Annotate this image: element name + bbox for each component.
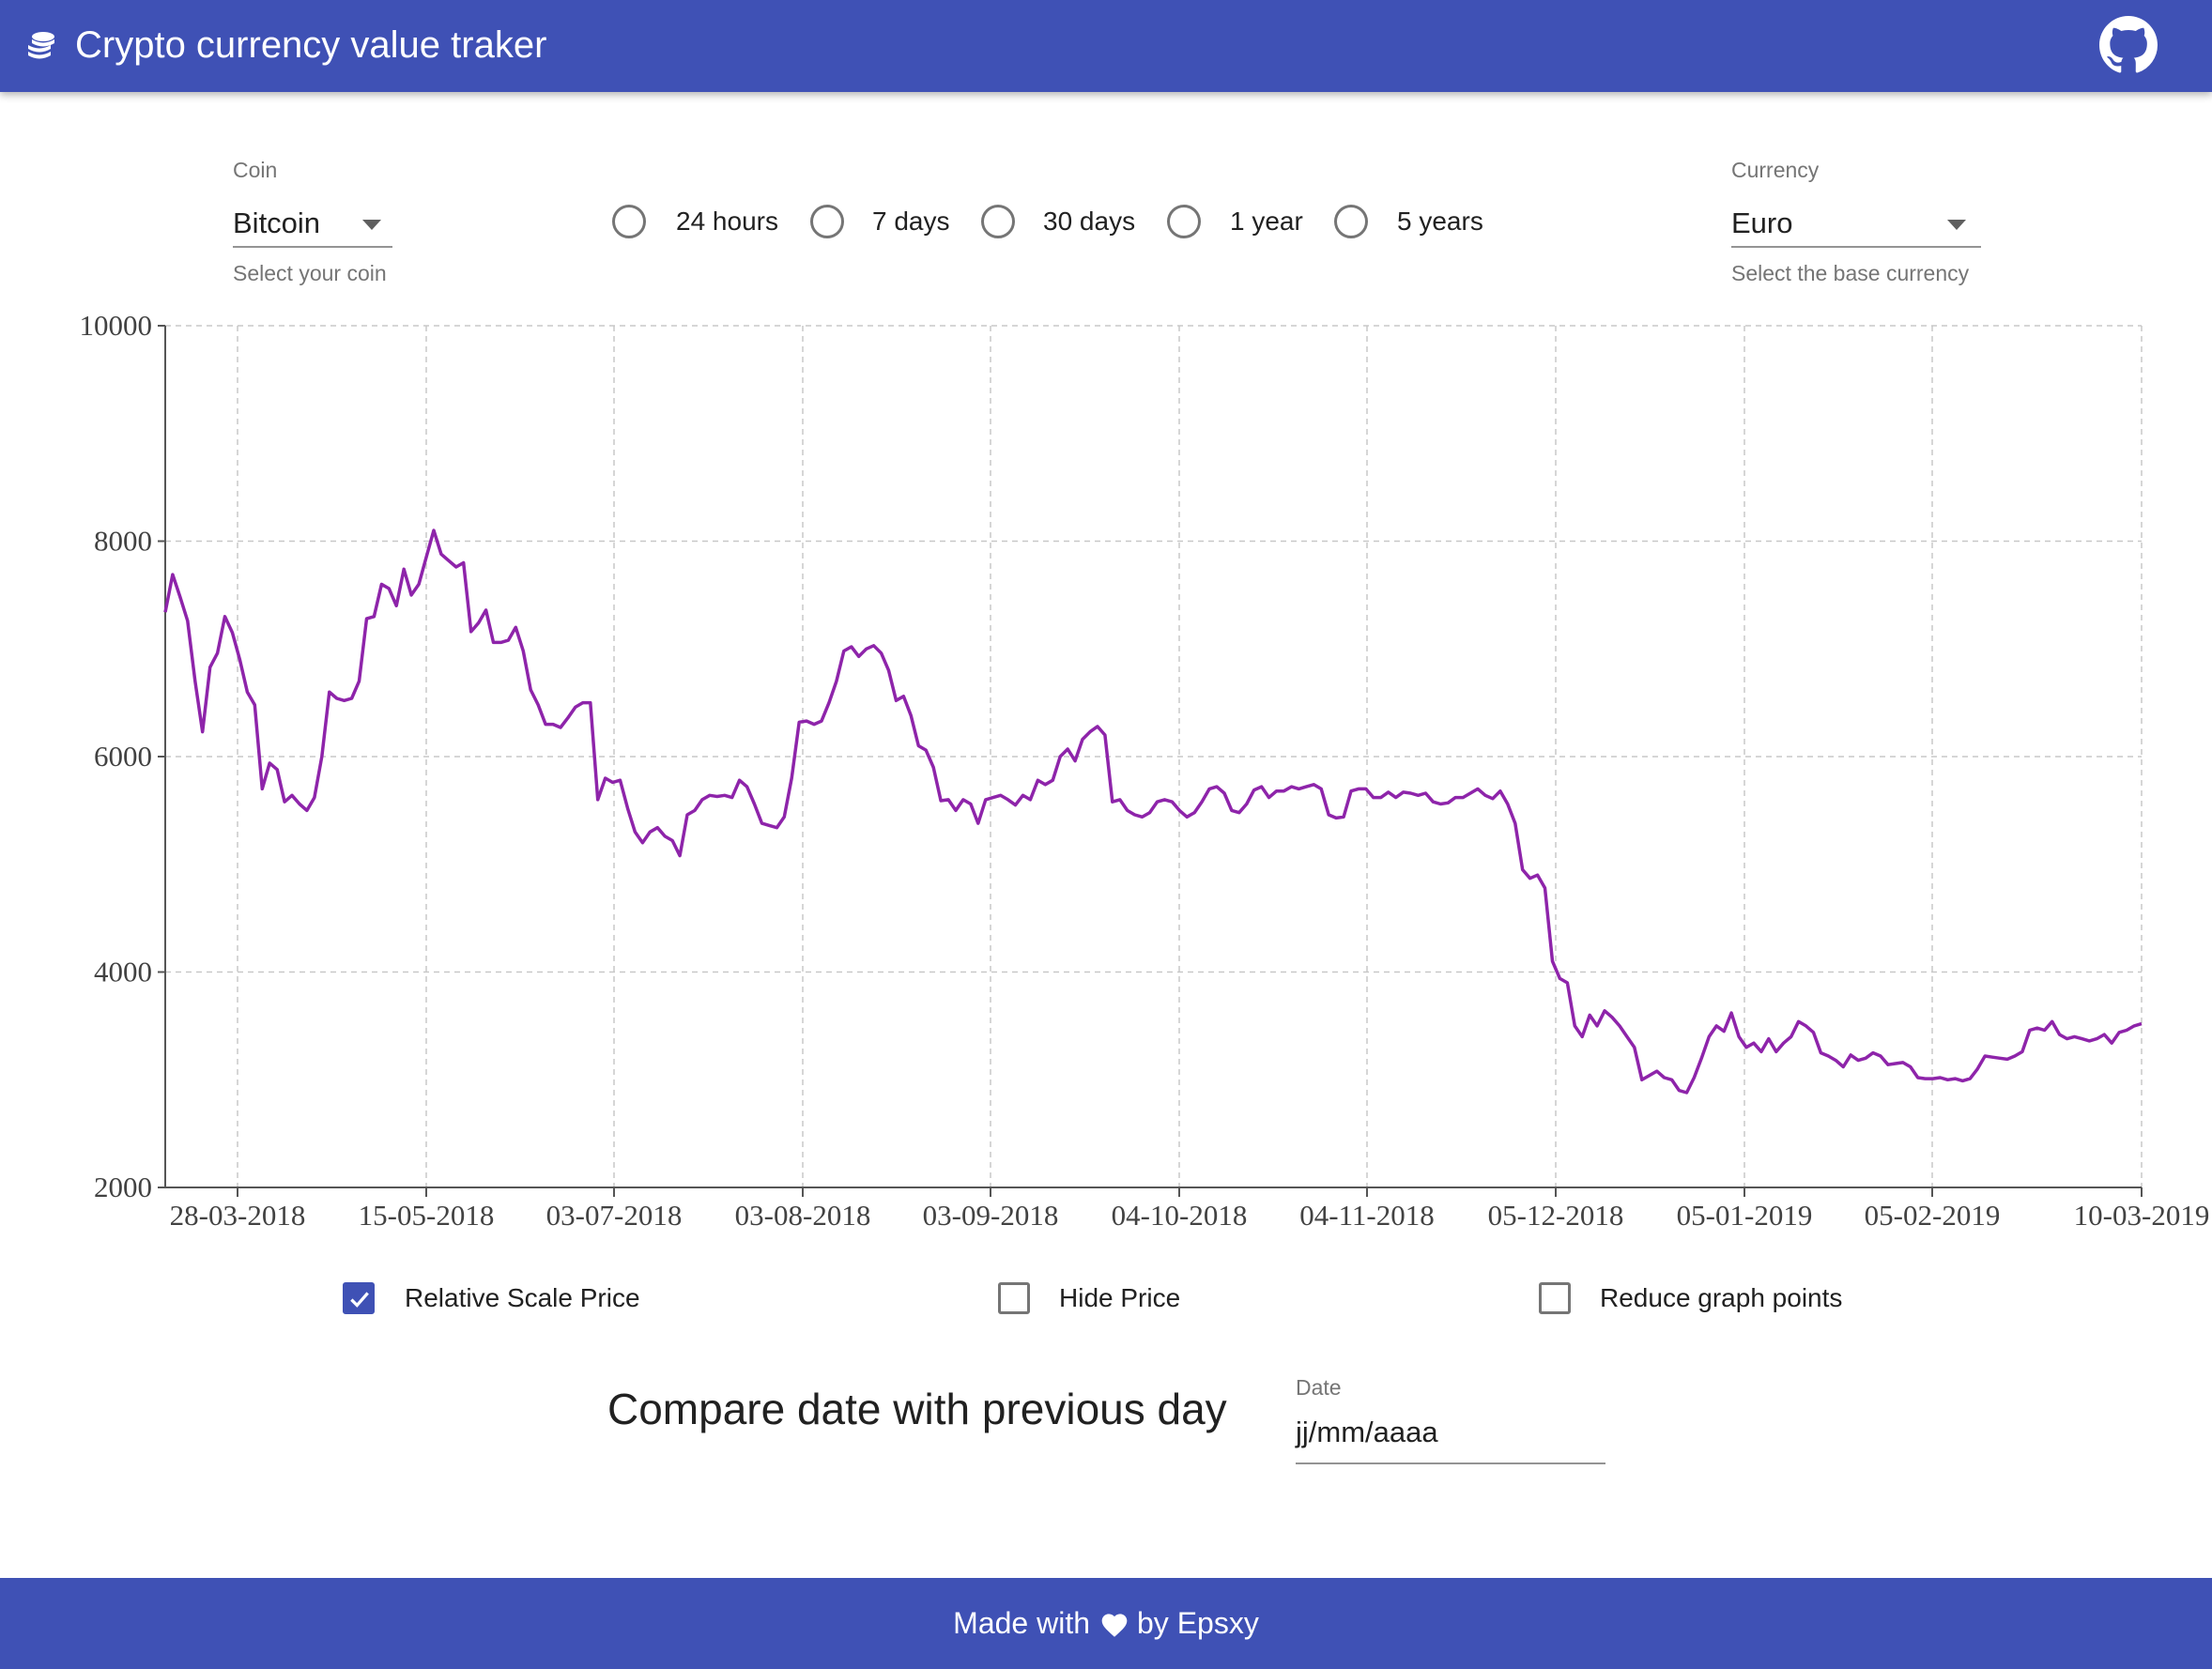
y-tick-label: 6000 bbox=[94, 740, 152, 773]
footer-by: by Epsxy bbox=[1137, 1606, 1259, 1640]
radio-label-30-days[interactable]: 30 days bbox=[1043, 207, 1136, 236]
currency-select-value: Euro bbox=[1731, 207, 1793, 239]
reduce-points-label[interactable]: Reduce graph points bbox=[1600, 1283, 1843, 1312]
price-line bbox=[163, 528, 2143, 1095]
radio-5-years[interactable] bbox=[1334, 205, 1368, 238]
radio-label-5-years[interactable]: 5 years bbox=[1397, 207, 1483, 236]
price-chart: 2000 4000 6000 8000 10000 28-03-2018 15-05-201… bbox=[80, 309, 2210, 1232]
hide-price-checkbox[interactable] bbox=[998, 1282, 1030, 1314]
check-icon bbox=[350, 1292, 369, 1308]
chart-grid bbox=[165, 325, 2143, 1187]
coin-label: Coin bbox=[233, 158, 278, 182]
x-tick-label: 04-11-2018 bbox=[1299, 1199, 1435, 1232]
y-tick-label: 4000 bbox=[94, 956, 152, 988]
hide-price-label[interactable]: Hide Price bbox=[1059, 1283, 1181, 1312]
coin-select[interactable]: Bitcoin bbox=[233, 199, 392, 248]
coin-helper-text: Select your coin bbox=[233, 261, 387, 285]
caret-down-icon bbox=[362, 220, 381, 230]
relative-scale-label[interactable]: Relative Scale Price bbox=[405, 1283, 640, 1312]
x-tick-label: 28-03-2018 bbox=[170, 1199, 306, 1232]
x-tick-label: 03-08-2018 bbox=[735, 1199, 871, 1232]
radio-label-1-year[interactable]: 1 year bbox=[1230, 207, 1303, 236]
y-tick-label: 2000 bbox=[94, 1171, 152, 1203]
x-tick-label: 15-05-2018 bbox=[359, 1199, 495, 1232]
radio-label-7-days[interactable]: 7 days bbox=[872, 207, 950, 236]
app-bar: Crypto currency value traker bbox=[0, 0, 2212, 92]
x-tick-label: 05-01-2019 bbox=[1677, 1199, 1813, 1232]
currency-helper-text: Select the base currency bbox=[1731, 261, 1970, 285]
coin-select-value: Bitcoin bbox=[233, 207, 321, 239]
chart-axes: 2000 4000 6000 8000 10000 28-03-2018 15-05-201… bbox=[80, 309, 2210, 1232]
date-input-placeholder: jj/mm/aaaa bbox=[1296, 1416, 1438, 1448]
app-title: Crypto currency value traker bbox=[75, 24, 547, 66]
x-tick-label: 03-09-2018 bbox=[923, 1199, 1059, 1232]
github-icon[interactable] bbox=[2099, 16, 2158, 74]
relative-scale-checkbox[interactable] bbox=[343, 1282, 375, 1314]
date-input[interactable]: jj/mm/aaaa bbox=[1296, 1408, 1605, 1464]
caret-down-icon bbox=[1947, 220, 1966, 230]
coins-icon bbox=[28, 32, 54, 59]
y-tick-label: 8000 bbox=[94, 525, 152, 558]
chart-series bbox=[163, 528, 2143, 1095]
currency-select[interactable]: Euro bbox=[1731, 199, 1981, 248]
x-tick-label: 03-07-2018 bbox=[546, 1199, 683, 1232]
x-tick-label: 05-12-2018 bbox=[1488, 1199, 1624, 1232]
radio-label-24-hours[interactable]: 24 hours bbox=[676, 207, 778, 236]
heart-icon bbox=[1101, 1613, 1128, 1637]
radio-30-days[interactable] bbox=[981, 205, 1015, 238]
radio-1-year[interactable] bbox=[1167, 205, 1201, 238]
x-tick-label: 10-03-2019 bbox=[2074, 1199, 2210, 1232]
date-label: Date bbox=[1296, 1375, 1342, 1400]
footer: Made with by Epsxy bbox=[0, 1578, 2212, 1669]
reduce-points-checkbox[interactable] bbox=[1539, 1282, 1571, 1314]
x-tick-label: 04-10-2018 bbox=[1112, 1199, 1248, 1232]
x-tick-label: 05-02-2019 bbox=[1865, 1199, 2001, 1232]
footer-made-with: Made with bbox=[953, 1606, 1090, 1640]
compare-title: Compare date with previous day bbox=[607, 1385, 1227, 1433]
y-tick-label: 10000 bbox=[80, 309, 153, 342]
currency-label: Currency bbox=[1731, 158, 1820, 182]
radio-7-days[interactable] bbox=[810, 205, 844, 238]
radio-24-hours[interactable] bbox=[612, 205, 646, 238]
